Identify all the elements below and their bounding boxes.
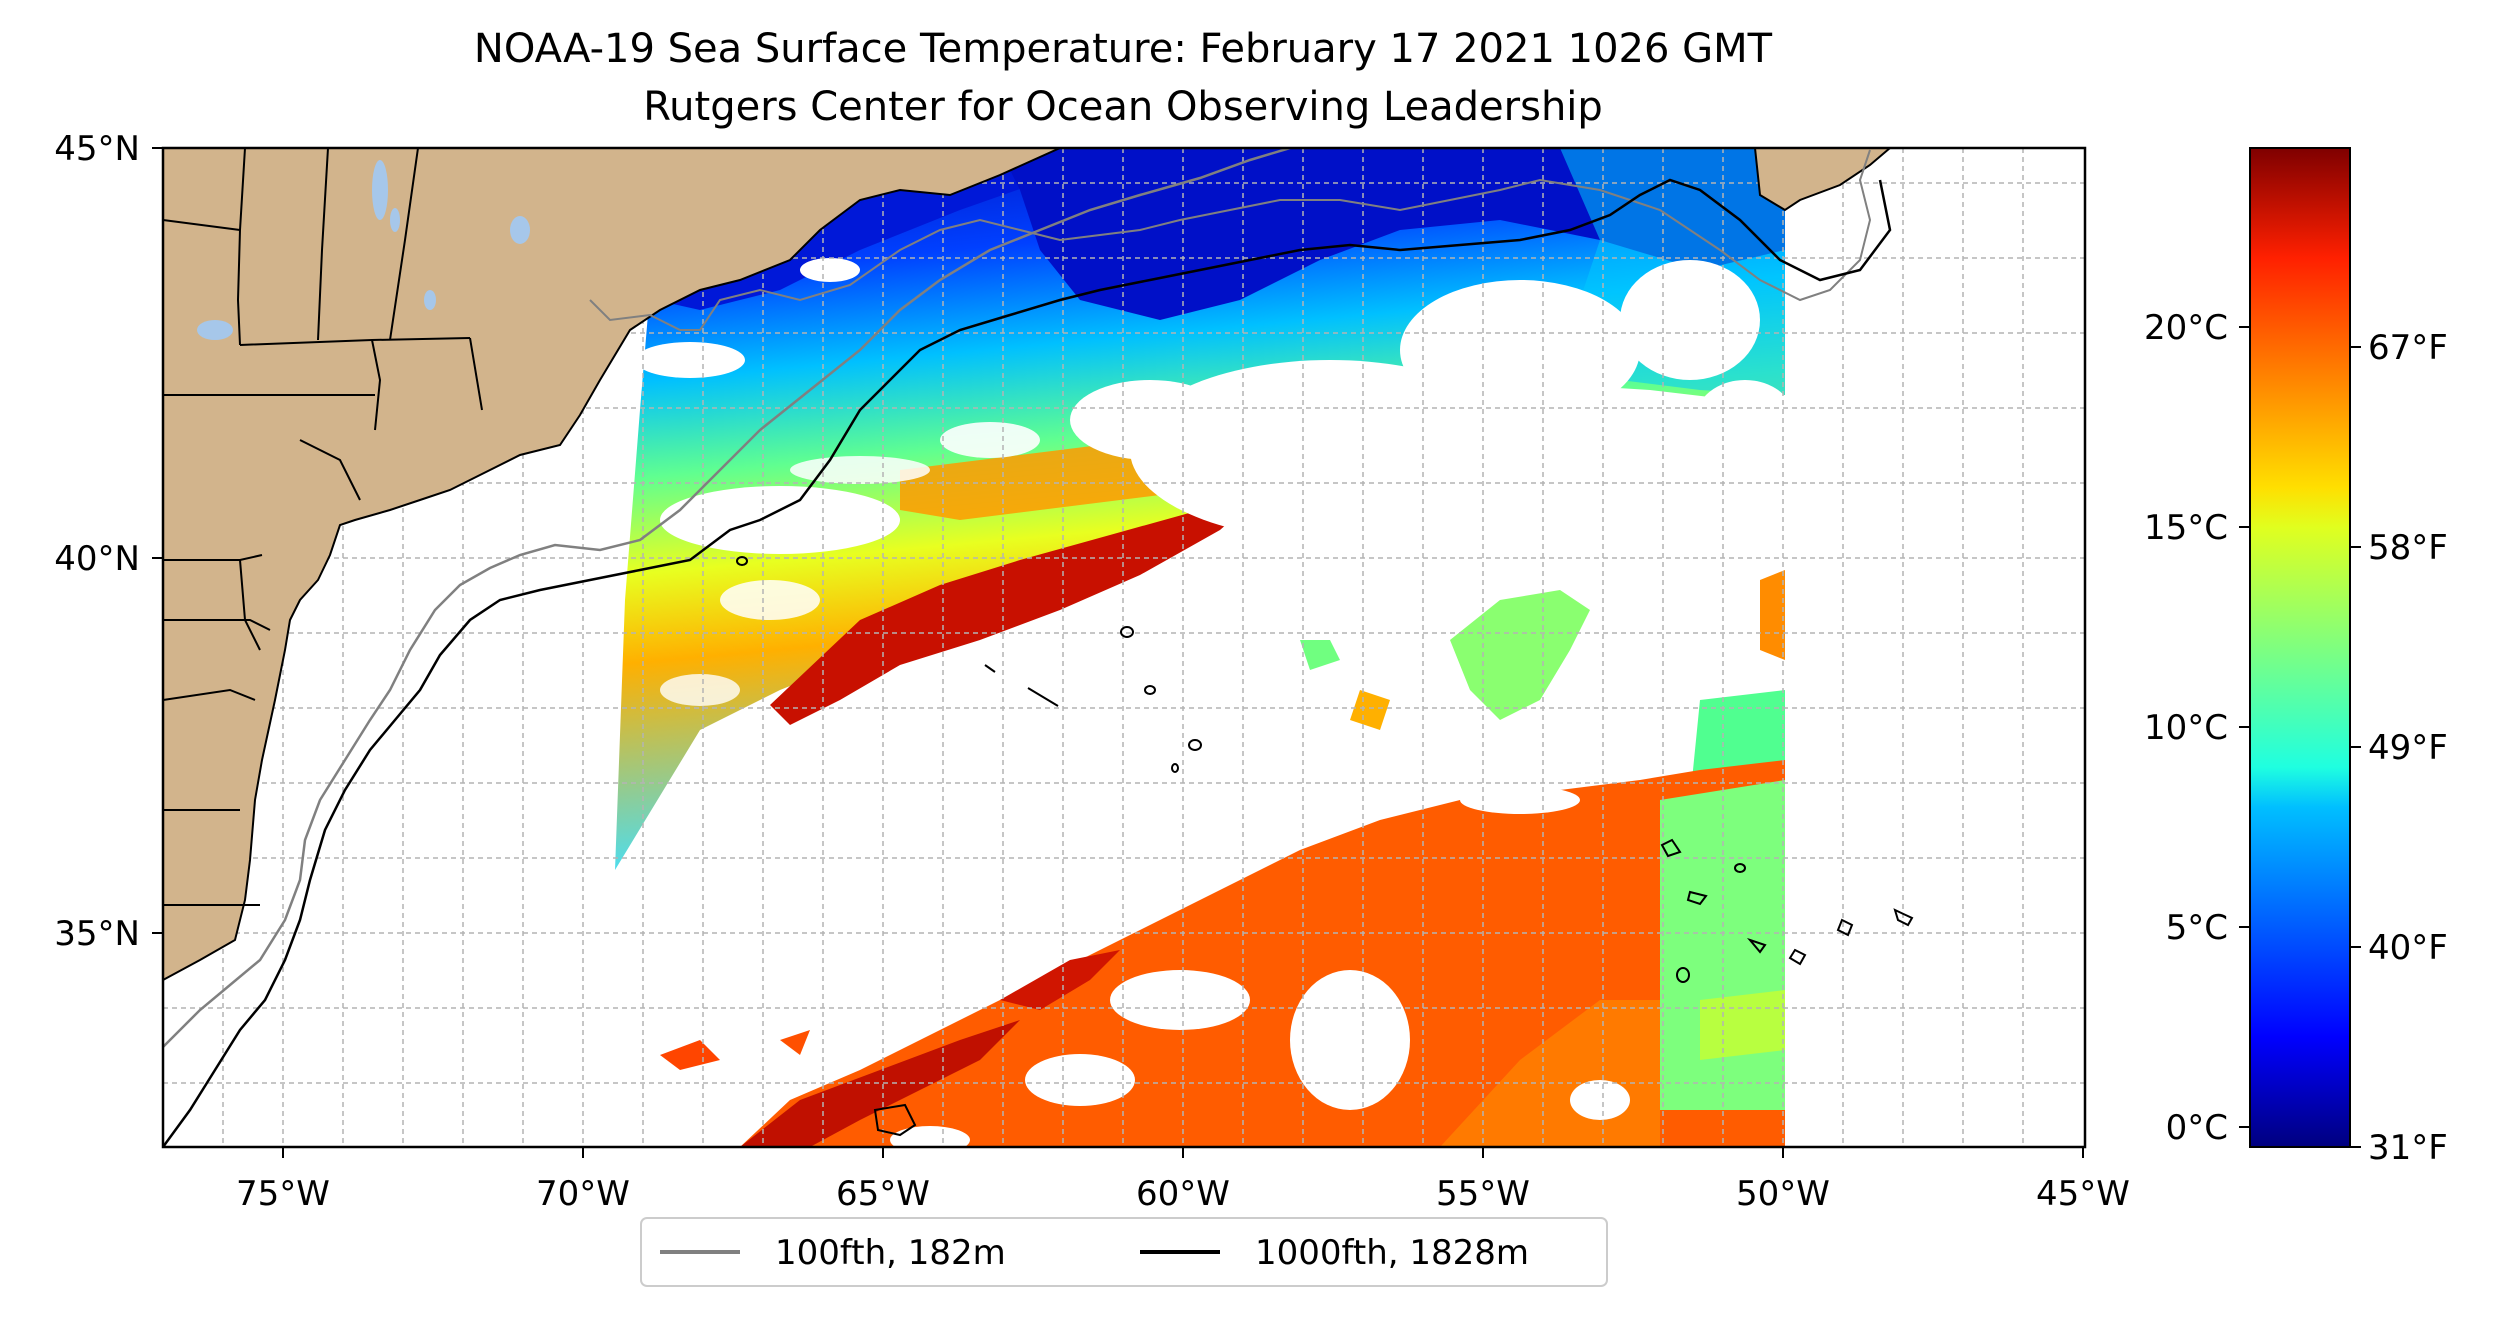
lat-tick-labels: 45°N 40°N 35°N: [54, 129, 140, 954]
lat-tick-label: 45°N: [54, 129, 140, 169]
chart-title-line2: Rutgers Center for Ocean Observing Leade…: [643, 84, 1603, 130]
lon-tick-labels: 75°W 70°W 65°W 60°W 55°W 50°W 45°W: [236, 1174, 2130, 1214]
chart-title-line1: NOAA-19 Sea Surface Temperature: Februar…: [474, 26, 1773, 72]
temperature-colorbar: 0°C 5°C 10°C 15°C 20°C 31°F 40°F 49°F 58…: [2144, 148, 2448, 1168]
colorbar-gradient: [2250, 148, 2350, 1147]
lon-tick-label: 55°W: [1436, 1174, 1530, 1214]
celsius-tick-label: 20°C: [2144, 308, 2228, 348]
fahrenheit-tick-label: 58°F: [2368, 528, 2448, 568]
colorbar-fahrenheit-ticks: [2350, 347, 2361, 1147]
lon-tick-label: 60°W: [1136, 1174, 1230, 1214]
lon-tick-label: 65°W: [836, 1174, 930, 1214]
colorbar-celsius-ticks: [2239, 327, 2250, 1127]
sst-map-figure: NOAA-19 Sea Surface Temperature: Februar…: [0, 0, 2502, 1318]
celsius-tick-label: 5°C: [2166, 908, 2228, 948]
lon-tick-label: 50°W: [1736, 1174, 1830, 1214]
celsius-tick-label: 0°C: [2166, 1108, 2228, 1148]
lon-tick-label: 75°W: [236, 1174, 330, 1214]
fahrenheit-tick-label: 67°F: [2368, 328, 2448, 368]
lon-tick-label: 45°W: [2036, 1174, 2130, 1214]
fahrenheit-tick-label: 49°F: [2368, 728, 2448, 768]
legend-label-1000fth: 1000fth, 1828m: [1255, 1233, 1529, 1273]
legend-label-100fth: 100fth, 182m: [775, 1233, 1006, 1273]
lon-tick-label: 70°W: [536, 1174, 630, 1214]
lat-tick-label: 35°N: [54, 914, 140, 954]
celsius-tick-label: 15°C: [2144, 508, 2228, 548]
map-panel: [163, 148, 2085, 1154]
lat-tick-label: 40°N: [54, 539, 140, 579]
fahrenheit-tick-label: 31°F: [2368, 1128, 2448, 1168]
celsius-tick-label: 10°C: [2144, 708, 2228, 748]
isobath-legend: 100fth, 182m 1000fth, 1828m: [641, 1218, 1607, 1286]
fahrenheit-tick-label: 40°F: [2368, 928, 2448, 968]
